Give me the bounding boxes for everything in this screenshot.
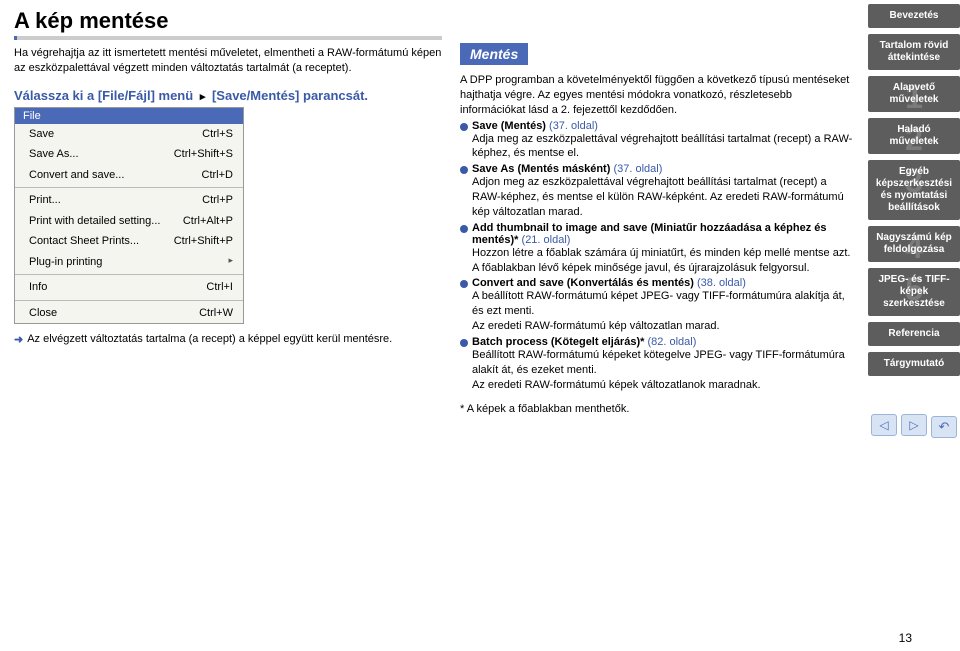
- note-text: Az elvégzett változtatás tartalma (a rec…: [27, 332, 392, 347]
- page-link[interactable]: (37. oldal): [613, 163, 662, 175]
- page-number: 13: [899, 631, 912, 645]
- bullet-body: Beállított RAW-formátumú képeket kötegel…: [472, 348, 858, 393]
- menu-item: Plug-in printing▸: [15, 252, 243, 273]
- menu-item: InfoCtrl+I: [15, 277, 243, 298]
- bullet-item: Save As (Mentés másként) (37. oldal): [460, 163, 858, 175]
- nav-button[interactable]: 3Egyéb képszerkesztési és nyomtatási beá…: [868, 160, 960, 220]
- nav-button[interactable]: Tartalom rövid áttekintése: [868, 34, 960, 70]
- file-menu-screenshot: File SaveCtrl+SSave As...Ctrl+Shift+SCon…: [14, 107, 244, 325]
- chevron-right-icon: ▸: [200, 91, 206, 103]
- bullet-body: A beállított RAW-formátumú képet JPEG- v…: [472, 289, 858, 334]
- save-intro: A DPP programban a követelményektől függ…: [460, 73, 858, 118]
- bullet-item: Batch process (Kötegelt eljárás)* (82. o…: [460, 336, 858, 348]
- arrow-right-icon: ➜: [14, 333, 23, 348]
- bullet-item: Convert and save (Konvertálás és mentés)…: [460, 277, 858, 289]
- menu-item: Print with detailed setting...Ctrl+Alt+P: [15, 211, 243, 232]
- page-title: A kép mentése: [14, 8, 442, 34]
- page-link[interactable]: (38. oldal): [697, 277, 746, 289]
- footnote: * A képek a főablakban menthetők.: [460, 403, 858, 415]
- nav-button[interactable]: Referencia: [868, 322, 960, 346]
- menu-item: Contact Sheet Prints...Ctrl+Shift+P: [15, 231, 243, 252]
- nav-controls: ◁ ▷ ↶: [868, 414, 960, 438]
- menu-item: SaveCtrl+S: [15, 124, 243, 145]
- back-button[interactable]: ↶: [931, 416, 957, 438]
- bullet-body: Hozzon létre a főablak számára új miniat…: [472, 246, 858, 276]
- menu-item: CloseCtrl+W: [15, 303, 243, 324]
- prev-page-button[interactable]: ◁: [871, 414, 897, 436]
- result-note: ➜ Az elvégzett változtatás tartalma (a r…: [14, 332, 442, 348]
- nav-button[interactable]: 5JPEG- és TIFF-képek szerkesztése: [868, 268, 960, 316]
- menu-item: Save As...Ctrl+Shift+S: [15, 144, 243, 165]
- title-rule: [14, 36, 442, 40]
- bullet-item: Add thumbnail to image and save (Miniatű…: [460, 222, 858, 246]
- nav-button[interactable]: 4Nagyszámú kép feldolgozása: [868, 226, 960, 262]
- nav-button[interactable]: Tárgymutató: [868, 352, 960, 376]
- step-prefix: Válassza ki a [File/Fájl] menü: [14, 88, 193, 103]
- menu-item: Convert and save...Ctrl+D: [15, 165, 243, 186]
- step-suffix: [Save/Mentés] parancsát.: [212, 88, 368, 103]
- menu-item: Print...Ctrl+P: [15, 190, 243, 211]
- intro-text: Ha végrehajtja az itt ismertetett mentés…: [14, 46, 442, 76]
- bullet-item: Save (Mentés) (37. oldal): [460, 120, 858, 132]
- nav-button[interactable]: 1Alapvető műveletek: [868, 76, 960, 112]
- nav-button[interactable]: 2Haladó műveletek: [868, 118, 960, 154]
- page-link[interactable]: (37. oldal): [549, 120, 598, 132]
- instruction-step: Válassza ki a [File/Fájl] menü ▸ [Save/M…: [14, 88, 442, 103]
- page-link[interactable]: (82. oldal): [647, 336, 696, 348]
- next-page-button[interactable]: ▷: [901, 414, 927, 436]
- page-link[interactable]: (21. oldal): [522, 234, 571, 246]
- save-heading: Mentés: [460, 43, 528, 65]
- bullet-body: Adja meg az eszközpalettával végrehajtot…: [472, 132, 858, 162]
- nav-button[interactable]: Bevezetés: [868, 4, 960, 28]
- menu-title: File: [15, 108, 243, 124]
- bullet-body: Adjon meg az eszközpalettával végrehajto…: [472, 175, 858, 220]
- sidebar-nav: Bevezetés Tartalom rövid áttekintése 1Alap…: [868, 0, 960, 651]
